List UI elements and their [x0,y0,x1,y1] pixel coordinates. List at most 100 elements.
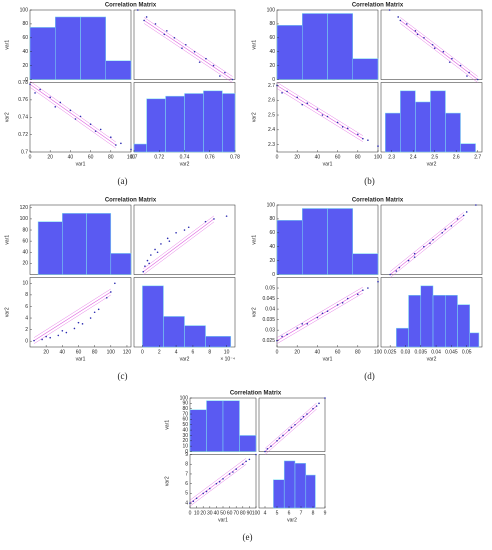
fit-line [189,464,247,507]
x-tick-label: 0.76 [205,154,215,160]
y-tick-label: 2.3 [268,142,275,148]
histogram-bar [420,285,434,348]
histogram-bar [408,294,422,348]
scatter-point [204,220,207,223]
panel-title: Correlation Matrix [105,3,157,9]
x-tick-label: 80 [355,349,361,355]
scatter-point [136,9,139,11]
y-tick-label: 8 [185,462,188,468]
x-tick-label: 4 [175,349,178,355]
histogram-bar [222,93,236,153]
x-tick-label: 0 [189,510,192,516]
x-tick-label: 100 [374,349,383,355]
x-tick-label: 40 [315,154,321,160]
scatter-point [448,61,451,63]
x-tick-label: 9 [324,510,327,516]
scatter-point [367,139,369,141]
panel-title: Correlation Matrix [230,391,282,397]
cell-frame [133,9,236,80]
y-tick-label: 0 [272,272,275,278]
x-tick-label: 70 [233,510,239,516]
y-tick-label: 60 [22,238,28,244]
panel-title: Correlation Matrix [352,198,404,204]
y-tick-label: 40 [269,244,275,250]
scatter-point [41,338,43,341]
scatter-point [296,96,299,99]
scatter-point [431,43,434,46]
scatter-point [181,47,183,50]
histogram-bar [146,98,166,153]
y-tick-label: 0.045 [262,296,275,302]
histogram-bar [396,327,409,348]
scatter-point [65,331,68,334]
scatter-point [341,126,344,128]
histogram-bar [460,143,476,153]
scatter-point [209,487,211,490]
scatter-point [219,75,221,77]
scatter-point [248,458,251,461]
y-tick-label: 4 [25,315,28,321]
histogram-bar [163,316,185,348]
scatter-point [192,500,195,502]
scatter-point [326,115,329,118]
x-tick-label: 2.5 [431,154,438,160]
histogram-bar [276,220,303,275]
scatter-point [362,289,364,291]
y-tick-label: 5 [185,491,188,497]
x-tick-label: 10 [194,510,200,516]
x-tick-label: 0.025 [384,349,397,355]
y-tick-label: 120 [20,205,29,211]
scatter-point [120,142,122,145]
fit-line [189,458,247,501]
x-tick-label: 100 [127,154,136,160]
x-tick-label: 6 [288,510,291,516]
scatter-point [476,78,479,81]
scatter-point [306,413,308,415]
x-axis-label: var2 [427,356,437,362]
scatter-point [321,312,324,315]
x-tick-label: 20 [43,349,49,355]
y-tick-label: 60 [269,35,275,41]
y-tick-label: 2.6 [268,98,275,104]
scatter-point [193,50,196,53]
scatter-point [231,78,234,81]
y-axis-label: var2 [251,307,257,317]
scatter-point [163,33,166,36]
x-axis-label: var2 [180,356,190,362]
scatter-point [154,248,156,251]
scatter-point [115,144,117,146]
y-axis-label: var2 [4,307,10,317]
y-tick-label: 80 [22,21,28,27]
scatter-point [346,297,349,300]
fit-line [29,81,116,143]
scatter-point [49,336,51,339]
y-tick-label: 10 [22,281,28,287]
x-tick-label: 0 [29,154,32,160]
x-axis-label: var1 [323,356,333,362]
fit-line [143,23,233,83]
scatter-point [74,118,77,120]
scatter-point [296,327,299,329]
scatter-point [61,329,64,332]
y-tick-label: 100 [180,395,189,401]
scatter-point [224,71,226,74]
y-tick-label: 40 [22,250,28,256]
x-tick-label: 6 [192,349,195,355]
x-axis-label: var1 [76,356,86,362]
scatter-point [89,317,92,319]
scatter-point [225,215,228,217]
scatter-point [235,468,237,470]
scatter-point [324,397,326,399]
scatter-point [187,226,190,229]
y-tick-label: 4 [185,500,188,506]
histogram-bar [86,213,112,275]
scatter-point [255,453,257,456]
x-tick-label: 100 [374,154,383,160]
x-tick-label: 30 [207,510,213,516]
scatter-point [266,448,269,450]
x-tick-label: 2.3 [388,154,395,160]
y-axis-label: var1 [4,235,10,245]
y-tick-label: 0.025 [262,338,275,344]
x-tick-label: 10 [224,349,230,355]
histogram-bar [203,90,223,153]
